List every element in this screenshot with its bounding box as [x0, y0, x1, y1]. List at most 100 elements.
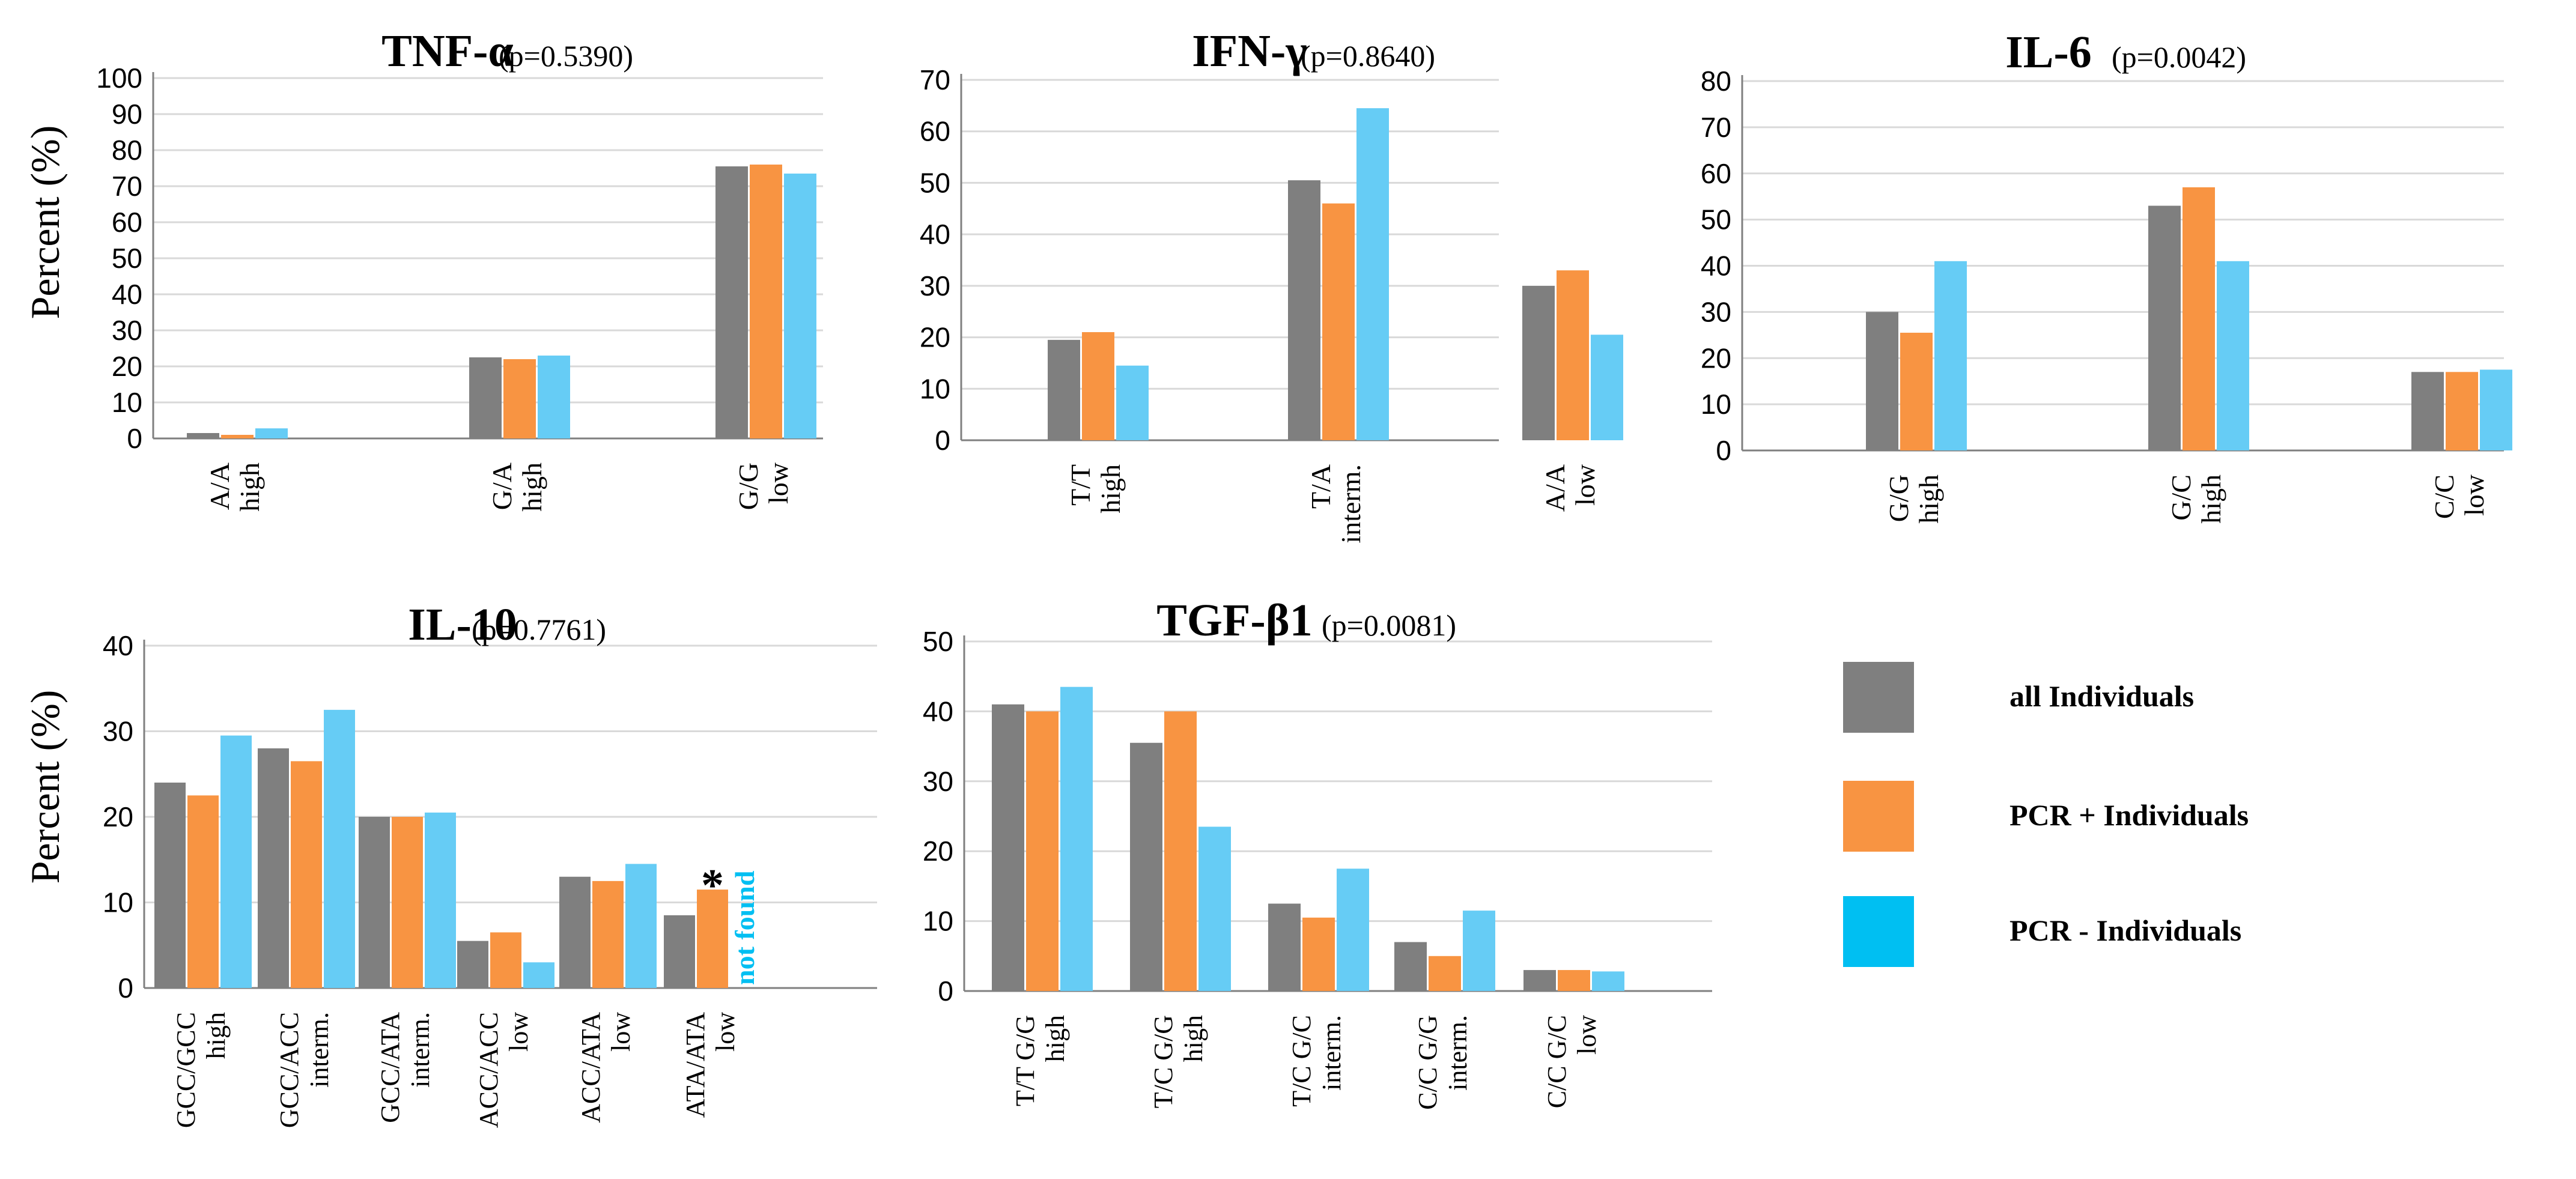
bar-all [2411, 372, 2444, 450]
bar-neg [1337, 868, 1369, 991]
legend-swatch-pos [1843, 781, 1914, 852]
bar-all [154, 783, 186, 988]
y-tick-label: 0 [1716, 435, 1731, 466]
chart-title: IL-10 [408, 599, 517, 650]
bar-neg [2217, 261, 2249, 450]
bar-neg [625, 864, 657, 988]
x-tick-label-level: low [1570, 464, 1600, 506]
x-tick-label-level: low [2459, 474, 2489, 516]
y-tick-label: 0 [127, 423, 142, 454]
bar-pos [490, 932, 521, 988]
bar-neg [784, 174, 816, 438]
x-tick-label-level: low [711, 1012, 740, 1052]
x-tick-label-genotype: T/A [1305, 464, 1336, 509]
y-tick-label: 40 [920, 219, 950, 250]
y-tick-label: 40 [112, 279, 142, 310]
y-axis-label-top: Percent (%) [22, 126, 68, 320]
x-tick-label-genotype: G/G [1883, 474, 1914, 522]
y-tick-label: 10 [103, 887, 133, 918]
bar-pos [1900, 332, 1933, 450]
x-tick-label-level: high [234, 462, 265, 512]
bar-neg [1060, 686, 1093, 991]
bar-all [258, 748, 289, 988]
bar-pos [1164, 711, 1197, 991]
legend: all Individuals PCR + Individuals PCR - … [1843, 662, 2249, 967]
y-tick-label: 30 [112, 315, 142, 346]
y-tick-label: 100 [96, 62, 142, 94]
y-tick-label: 20 [103, 801, 133, 832]
bar-neg [523, 962, 554, 988]
x-tick-label-level: interm. [1335, 464, 1366, 544]
y-tick-label: 70 [920, 64, 950, 95]
bar-pos [1429, 956, 1461, 991]
bar-all [992, 704, 1024, 991]
bar-neg [425, 812, 456, 988]
bar-all [359, 817, 390, 988]
x-tick-label-genotype: T/C G/G [1149, 1015, 1178, 1108]
y-tick-label: 50 [923, 626, 953, 657]
bar-all [1048, 339, 1080, 440]
bar-all [457, 941, 488, 988]
x-tick-label-genotype: A/A [204, 462, 235, 510]
bar-pos [291, 761, 322, 988]
x-tick-label-genotype: GCC/ACC [275, 1012, 304, 1128]
bar-neg [324, 709, 355, 988]
bar-pos [750, 165, 782, 438]
y-tick-label: 40 [923, 696, 953, 727]
y-tick-label: 50 [1701, 204, 1731, 235]
bar-neg [1591, 335, 1623, 440]
y-tick-label: 20 [923, 835, 953, 867]
y-tick-label: 40 [1701, 250, 1731, 282]
legend-label-all: all Individuals [2009, 679, 2194, 713]
y-tick-label: 60 [1701, 158, 1731, 189]
bar-pos [221, 435, 254, 438]
x-tick-label-genotype: T/C G/C [1287, 1015, 1316, 1107]
y-tick-label: 70 [112, 171, 142, 202]
x-tick-label-genotype: G/A [487, 462, 517, 510]
bar-pos [1557, 270, 1589, 440]
x-tick-label-level: high [1179, 1015, 1208, 1062]
y-tick-label: 60 [920, 116, 950, 147]
y-tick-label: 80 [1701, 65, 1731, 97]
bar-neg [1356, 108, 1389, 441]
y-tick-label: 20 [920, 322, 950, 353]
y-tick-label: 30 [920, 270, 950, 302]
bar-neg [220, 735, 252, 988]
bar-pos [2446, 372, 2478, 450]
x-tick-label-genotype: C/C G/G [1413, 1015, 1442, 1110]
y-tick-label: 10 [923, 906, 953, 937]
bar-pos [1026, 711, 1059, 991]
legend-label-pos: PCR + Individuals [2009, 798, 2249, 832]
bar-neg [1198, 826, 1231, 991]
y-tick-label: 20 [112, 351, 142, 382]
y-tick-label: 20 [1701, 342, 1731, 374]
bar-all [715, 166, 748, 438]
y-tick-label: 60 [112, 207, 142, 238]
bar-neg [1592, 971, 1624, 991]
bar-all [2148, 205, 2181, 450]
x-tick-label-level: low [504, 1012, 533, 1052]
x-tick-label-level: low [763, 462, 794, 504]
x-tick-label-genotype: T/T [1065, 464, 1096, 506]
x-tick-label-genotype: T/T G/G [1010, 1015, 1040, 1106]
bar-all [664, 915, 695, 988]
bar-pos [2183, 187, 2215, 450]
x-tick-label-level: high [201, 1012, 231, 1059]
chart-title: IFN-γ [1192, 26, 1307, 76]
x-tick-label-genotype: C/C [2429, 474, 2459, 519]
y-tick-label: 0 [118, 972, 133, 1004]
y-tick-label: 90 [112, 99, 142, 130]
bar-all [1288, 180, 1320, 440]
legend-label-neg: PCR - Individuals [2009, 914, 2241, 947]
x-tick-label-level: interm. [406, 1012, 435, 1088]
legend-swatch-all [1843, 662, 1914, 733]
x-tick-label-level: interm. [1443, 1015, 1472, 1091]
bar-neg [255, 428, 288, 438]
bar-pos [1082, 332, 1114, 440]
x-tick-label-genotype: ACC/ACC [474, 1012, 503, 1128]
chart-title: IL-6 [2005, 27, 2092, 77]
y-tick-label: 30 [103, 716, 133, 747]
